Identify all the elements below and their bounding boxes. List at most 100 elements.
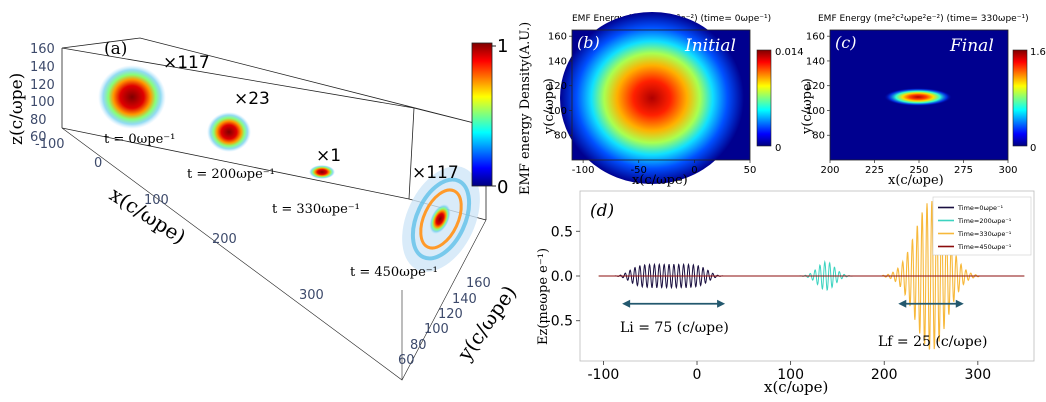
- panel-c-ylabel: y(c/ωpe): [800, 78, 815, 135]
- panel-b-ylabel: y(c/ωpe): [542, 78, 557, 135]
- colorbar-label: EMF energy Density(A.U.): [518, 22, 533, 195]
- panel-c-y-ticks: 80 100 120 140 160: [806, 32, 830, 142]
- panel-b-label: (b): [577, 33, 600, 52]
- arrow-head: [717, 299, 726, 308]
- x-tick-label: 300: [964, 367, 991, 383]
- panel-b-colorbar: [756, 49, 772, 147]
- legend-entry: Time=450ωpe⁻¹: [957, 243, 1012, 251]
- panel-c-colorbar-max: 1.63: [1030, 47, 1046, 58]
- panel-b-colorbar-max: 0.014: [775, 47, 804, 58]
- blob-t200: [207, 112, 251, 152]
- panel-d-arrows: [622, 299, 964, 308]
- time-label-1: t = 200ωpe⁻¹: [187, 167, 275, 182]
- panel-d-label: (d): [590, 201, 614, 221]
- z-ticks: 160 140 120 100 80 60: [30, 42, 55, 145]
- panel-c-spot: [884, 88, 952, 106]
- x-ticks: -100 0 100 200 300: [35, 137, 324, 303]
- arrow-head: [622, 299, 631, 308]
- y-tick-label: 120: [806, 81, 825, 92]
- panel-a-colorbar: [471, 42, 493, 187]
- y-tick-label: 160: [806, 32, 825, 43]
- z-tick: 100: [30, 95, 55, 110]
- x-tick-label: 200: [871, 367, 898, 383]
- panel-d-traces: [598, 201, 1025, 350]
- z-tick: 120: [30, 78, 55, 93]
- panel-b-xlabel: x(c/ωpe): [632, 173, 688, 188]
- y-tick: 60: [398, 353, 415, 368]
- y-tick-label: 0.5: [551, 224, 573, 240]
- x-tick: 100: [144, 193, 169, 208]
- z-tick: 80: [30, 113, 47, 128]
- legend-entry: Time=0ωpe⁻¹: [957, 204, 1003, 212]
- scale-label-3: ×117: [412, 163, 459, 183]
- z-tick: 140: [30, 60, 55, 75]
- blob-t0: [98, 65, 166, 129]
- scale-label-1: ×23: [234, 89, 270, 109]
- x-tick: 300: [299, 288, 324, 303]
- scale-label-0: ×117: [163, 53, 210, 73]
- panel-b-colorbar-min: 0: [775, 143, 781, 154]
- panel-b-x-ticks: -100 -50 0 50: [572, 160, 756, 176]
- panel-b: EMF Energy (me²c²ωpe²e⁻²) (time= 0ωpe⁻¹)…: [542, 12, 804, 188]
- panel-d-y-ticks: 0.5 0.0 -0.5: [546, 224, 580, 330]
- y-tick: 120: [438, 307, 463, 322]
- y-tick: 100: [424, 322, 449, 337]
- x-tick-label: 250: [909, 165, 928, 176]
- y-tick: 140: [452, 292, 477, 307]
- x-tick-label: 0: [691, 165, 697, 176]
- panel-d-legend: Time=0ωpe⁻¹ Time=200ωpe⁻¹ Time=330ωpe⁻¹ …: [932, 196, 1032, 256]
- panel-d-lf-label: Lf = 25 (c/ωpe): [878, 334, 988, 350]
- y-tick-label: 140: [806, 56, 825, 67]
- x-tick-label: 275: [954, 165, 973, 176]
- z-axis-label: z(c/ωpe): [7, 73, 27, 145]
- panel-a: (a) ×117 ×23 ×1 ×117 t = 0ωpe⁻¹ t = 200ω…: [7, 22, 533, 381]
- y-ticks: 160 140 120 100 80 60: [398, 276, 491, 368]
- y-tick-label: 100: [806, 106, 825, 117]
- x-tick-label: -50: [631, 165, 647, 176]
- x-tick-label: 225: [865, 165, 884, 176]
- time-label-3: t = 450ωpe⁻¹: [350, 265, 438, 280]
- time-label-0: t = 0ωpe⁻¹: [104, 132, 175, 147]
- x-tick-label: 0: [693, 367, 702, 383]
- colorbar-max-label: 1: [497, 36, 508, 57]
- y-tick-label: 80: [812, 131, 825, 142]
- arrow-head: [898, 299, 907, 308]
- panel-c-xlabel: x(c/ωpe): [888, 173, 944, 188]
- y-tick: 80: [410, 338, 427, 353]
- panel-d: 0.5 0.0 -0.5 -100 0 100 200 300 (d) x(c/ωpe) E…: [536, 190, 1035, 396]
- y-tick: 160: [466, 276, 491, 291]
- y-tick-label: 100: [548, 106, 567, 117]
- y-tick-label: 120: [548, 81, 567, 92]
- x-tick-label: 200: [820, 165, 839, 176]
- z-tick: 60: [30, 130, 47, 145]
- x-tick-label: -100: [588, 367, 620, 383]
- panel-d-xlabel: x(c/ωpe): [764, 378, 828, 396]
- x-tick: -100: [35, 137, 65, 152]
- blob-t450: [402, 166, 480, 272]
- panel-c-x-ticks: 200 225 250 275 300: [820, 160, 1018, 176]
- x-tick-label: 300: [998, 165, 1017, 176]
- x-tick: 0: [94, 156, 102, 171]
- panel-c-title: EMF Energy (me²c²ωpe²e⁻²) (time= 330ωpe⁻…: [818, 14, 1029, 24]
- panel-c-colorbar-min: 0: [1030, 143, 1036, 154]
- y-tick-label: -0.5: [546, 314, 573, 330]
- z-tick: 160: [30, 42, 55, 57]
- panel-c: EMF Energy (me²c²ωpe²e⁻²) (time= 330ωpe⁻…: [800, 14, 1046, 188]
- panel-c-colorbar: [1012, 49, 1028, 147]
- panel-c-label: (c): [835, 33, 856, 52]
- panel-b-annotation: Initial: [684, 36, 736, 56]
- legend-entry: Time=330ωpe⁻¹: [957, 230, 1012, 238]
- panel-d-ylabel: Ez(meωpe e⁻¹): [536, 248, 551, 345]
- x-tick: 200: [212, 232, 237, 247]
- y-tick-label: 80: [554, 131, 567, 142]
- panel-d-li-label: Li = 75 (c/ωpe): [620, 320, 729, 336]
- y-tick-label: 160: [548, 32, 567, 43]
- panel-b-frame: [571, 29, 751, 161]
- legend-entry: Time=200ωpe⁻¹: [957, 217, 1012, 225]
- y-tick-label: 140: [548, 56, 567, 67]
- panel-b-y-ticks: 80 100 120 140 160: [548, 32, 572, 142]
- x-tick-label: 100: [777, 367, 804, 383]
- scale-label-2: ×1: [316, 146, 341, 166]
- panel-d-x-ticks: -100 0 100 200 300: [588, 361, 991, 383]
